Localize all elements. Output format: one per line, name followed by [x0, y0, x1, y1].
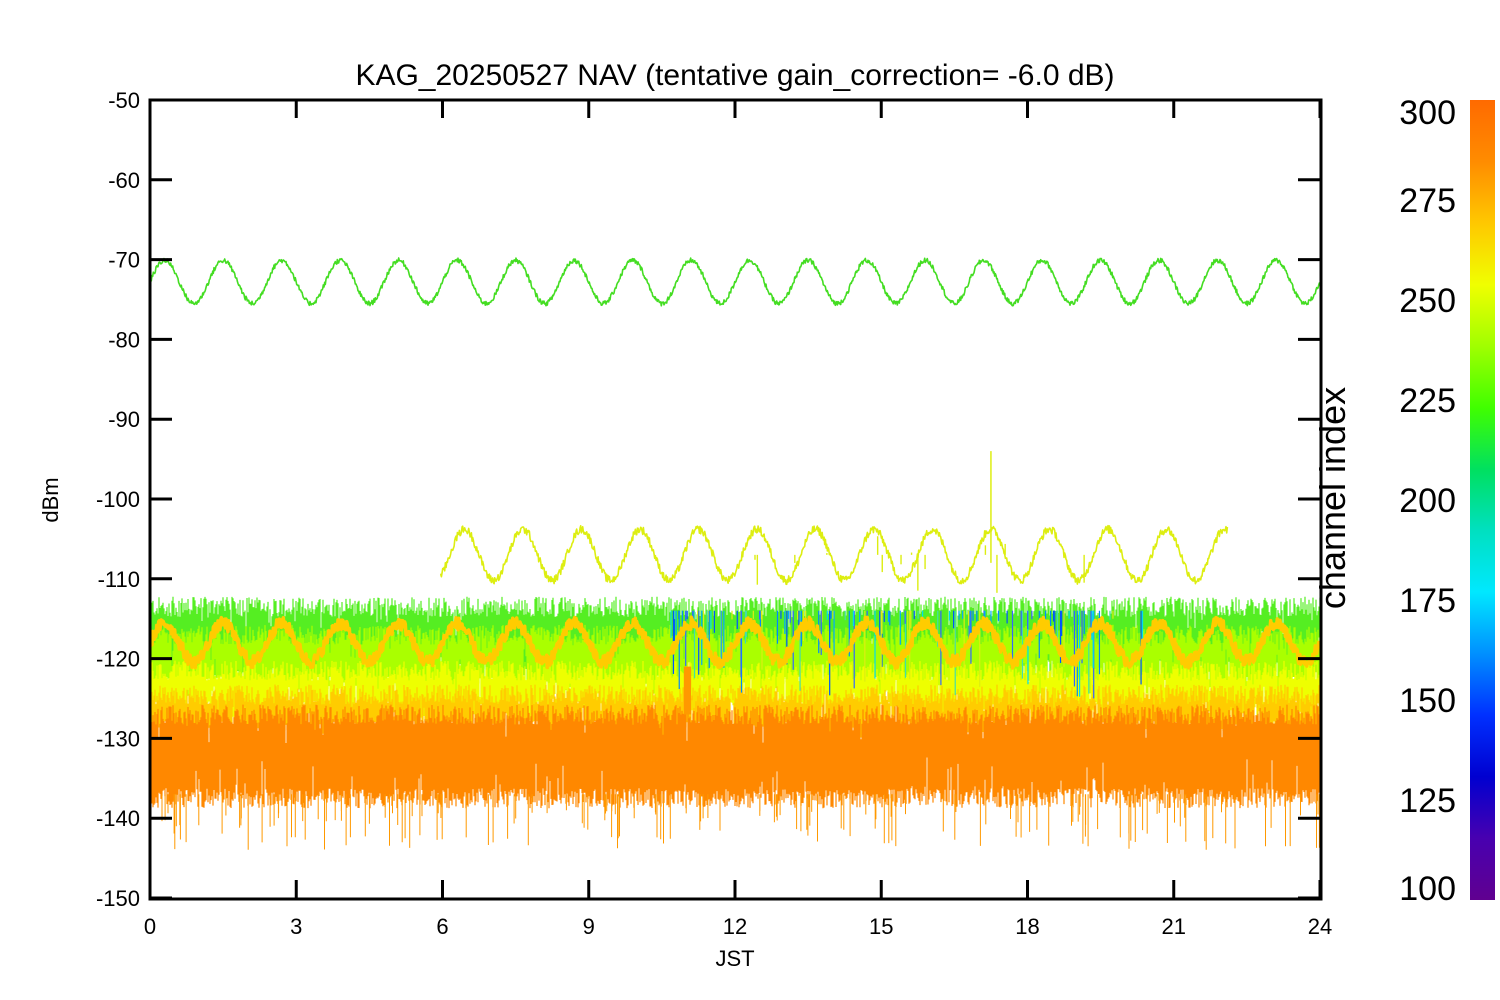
noise-low-spikes: [161, 794, 1320, 850]
colorbar-tick-label: 100: [1399, 870, 1456, 908]
y-tick-label: -90: [108, 407, 140, 432]
x-tick-label: 15: [869, 914, 893, 939]
x-tick-label: 24: [1308, 914, 1332, 939]
orange-bump: [683, 666, 692, 715]
y-tick-label: -140: [96, 806, 140, 831]
x-tick-label: 12: [723, 914, 747, 939]
y-tick-label: -60: [108, 168, 140, 193]
series-line-1: [439, 524, 1229, 586]
y-tick-label: -110: [98, 567, 140, 592]
colorbar: 300 275 250 225 200 175 150 125 100 channel inde…: [1312, 94, 1495, 908]
x-tick-label: 9: [583, 914, 595, 939]
x-tick-label: 6: [436, 914, 448, 939]
series-line-0: [151, 257, 1320, 307]
x-tick-label: 21: [1162, 914, 1186, 939]
x-tick-label: 18: [1015, 914, 1039, 939]
x-tick-label: 0: [144, 914, 156, 939]
colorbar-tick-label: 200: [1399, 482, 1456, 520]
colorbar-tick-label: 225: [1399, 382, 1456, 420]
colorbar-tick-label: 175: [1399, 582, 1456, 620]
colorbar-tick-label: 300: [1399, 94, 1456, 132]
y-tick-label: -150: [96, 886, 140, 911]
noise-band: [151, 596, 1320, 850]
colorbar-gradient: [1470, 100, 1495, 900]
x-axis: 0 3 6 9 12 15 18 21 24: [144, 100, 1332, 939]
colorbar-tick-label: 250: [1399, 282, 1456, 320]
colorbar-tick-label: 125: [1399, 782, 1456, 820]
series-layer: [151, 257, 1320, 670]
colorbar-tick-label: 275: [1399, 182, 1456, 220]
colorbar-ticks: 300 275 250 225 200 175 150 125 100: [1399, 94, 1456, 908]
y-axis: -50 -60 -70 -80 -90 -100 -110 -120 -130 -140 -150: [96, 88, 1320, 911]
colorbar-label: channel index: [1312, 387, 1353, 609]
x-tick-label: 3: [290, 914, 302, 939]
series-line-2: [151, 615, 1320, 670]
x-axis-label: JST: [715, 946, 754, 971]
y-tick-label: -100: [96, 487, 140, 512]
y-tick-label: -50: [108, 88, 140, 113]
plot-area: [151, 257, 1320, 850]
y-tick-label: -80: [108, 327, 140, 352]
noise-layer-4: [151, 704, 1320, 809]
y-tick-label: -70: [108, 248, 140, 273]
chart-title: KAG_20250527 NAV (tentative gain_correct…: [355, 59, 1114, 92]
y-axis-label: dBm: [38, 477, 63, 522]
colorbar-tick-label: 150: [1399, 682, 1456, 720]
y-tick-label: -130: [96, 726, 140, 751]
y-tick-label: -120: [96, 647, 140, 672]
